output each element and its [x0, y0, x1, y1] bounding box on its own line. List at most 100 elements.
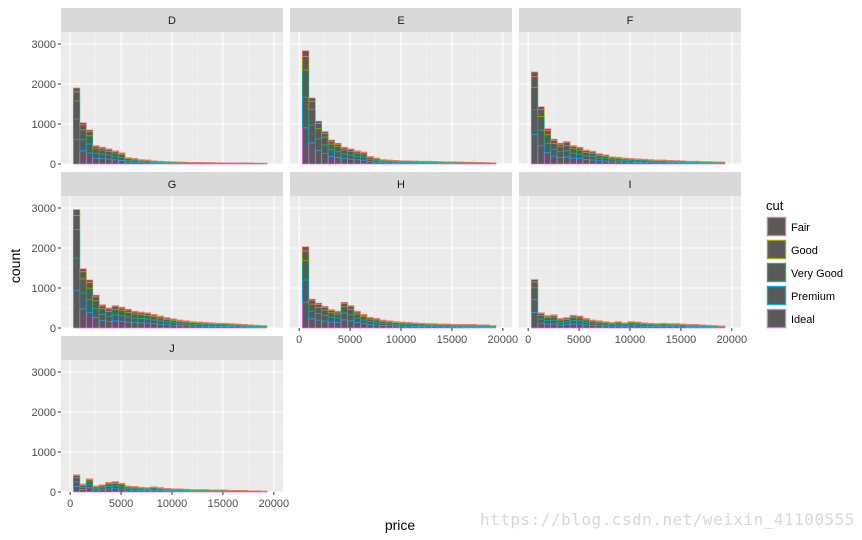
watermark-text: https://blog.csdn.net/weixin_41100555 [480, 510, 855, 529]
histogram-bar-fair [92, 294, 100, 298]
histogram-bar-premium [543, 142, 552, 154]
histogram-bar-ideal [537, 145, 545, 165]
histogram-bar-fair [314, 120, 323, 124]
histogram-bar-ideal [124, 321, 132, 329]
histogram-bar-premium [105, 315, 113, 322]
histogram-bar-fair [543, 128, 552, 131]
histogram-bar-fair [353, 150, 361, 152]
histogram-bar-ideal [314, 149, 323, 165]
histogram-bar-ideal [531, 134, 539, 165]
histogram-bar-good [308, 100, 316, 110]
histogram-bar-ideal [595, 160, 603, 165]
histogram-bar-fair [98, 304, 106, 307]
histogram-bar-fair [531, 71, 539, 77]
histogram-bar-good [327, 140, 335, 145]
facet-strip-label: G [168, 179, 177, 191]
histogram-bar-fair [143, 312, 152, 314]
y-tick-label: 2000 [32, 243, 56, 255]
histogram-bar-good [531, 76, 539, 88]
histogram-bar-fair [302, 50, 310, 57]
histogram-bar-premium [340, 153, 348, 159]
histogram-bar-ideal [366, 324, 374, 329]
histogram-bar-fair [556, 142, 564, 145]
histogram-bar-ideal [118, 160, 126, 165]
histogram-bar-ideal [92, 157, 100, 165]
histogram-bar-ideal [150, 323, 158, 329]
histogram-bar-ideal [156, 323, 164, 329]
histogram-bar-premium [531, 299, 539, 313]
histogram-bar-ideal [308, 142, 316, 165]
histogram-bar-very-good [531, 87, 539, 111]
y-tick-label: 0 [50, 487, 56, 499]
histogram-bar-good [79, 271, 87, 280]
histogram-bar-very-good [98, 149, 106, 155]
histogram-bar-good [73, 91, 81, 102]
histogram-bar-premium [105, 154, 113, 160]
facet-strip-label: J [169, 343, 175, 355]
histogram-bar-fair [92, 145, 100, 147]
histogram-bar-fair [321, 306, 329, 308]
histogram-bar-premium [543, 320, 552, 325]
histogram-bar-ideal [118, 320, 126, 329]
histogram-bar-premium [85, 483, 94, 489]
facet-strip [519, 8, 741, 32]
histogram-bar-ideal [550, 155, 558, 165]
histogram-bar-ideal [582, 324, 590, 329]
histogram-bar-premium [156, 320, 164, 325]
histogram-bar-premium [334, 151, 342, 158]
histogram-bar-ideal [582, 159, 590, 165]
histogram-bar-ideal [601, 160, 610, 165]
histogram-bar-very-good [111, 152, 119, 157]
histogram-bar-ideal [314, 319, 323, 329]
histogram-bar-very-good [98, 308, 106, 315]
histogram-bar-ideal [79, 150, 87, 165]
histogram-bar-good [334, 143, 342, 148]
histogram-bar-fair [105, 148, 113, 150]
y-axis-title: count [7, 249, 23, 283]
histogram-bar-premium [92, 308, 100, 318]
histogram-bar-fair [595, 153, 603, 155]
histogram-bar-very-good [347, 309, 355, 316]
histogram-bar-very-good [353, 313, 361, 319]
histogram-bar-very-good [105, 151, 113, 156]
x-tick-label: 0 [67, 498, 73, 510]
y-tick-label: 1000 [32, 119, 56, 131]
histogram-bar-premium [372, 321, 381, 326]
facet-panel-f: F [519, 8, 741, 165]
histogram-bar-very-good [340, 149, 348, 155]
histogram-bar-very-good [347, 151, 355, 156]
histogram-bar-very-good [111, 309, 119, 316]
histogram-bar-good [302, 56, 310, 71]
histogram-bar-good [92, 296, 100, 302]
histogram-bar-ideal [118, 488, 126, 493]
y-tick-label: 3000 [32, 203, 56, 215]
histogram-bar-ideal [340, 158, 348, 165]
histogram-bar-very-good [576, 149, 584, 155]
histogram-bar-premium [347, 154, 355, 160]
histogram-bar-good [105, 308, 113, 312]
histogram-bar-good [537, 109, 545, 117]
x-tick-label: 10000 [157, 498, 188, 510]
histogram-bar-fair [563, 317, 571, 319]
y-tick-label: 0 [50, 159, 56, 171]
histogram-bar-premium [334, 317, 342, 323]
histogram-bar-fair [150, 314, 158, 316]
histogram-bar-fair [327, 139, 335, 142]
histogram-bar-premium [98, 153, 106, 159]
histogram-bar-good [85, 131, 94, 137]
facet-strip [61, 8, 283, 32]
histogram-bar-ideal [334, 156, 342, 165]
histogram-bar-ideal [327, 155, 335, 165]
histogram-bar-ideal [543, 152, 552, 165]
histogram-bar-fair [118, 152, 126, 154]
histogram-bar-very-good [314, 307, 323, 314]
histogram-bar-very-good [150, 316, 158, 321]
histogram-bar-premium [531, 109, 539, 135]
x-tick-label: 15000 [437, 334, 468, 346]
facet-strip-label: H [397, 179, 405, 191]
histogram-bar-premium [601, 158, 610, 162]
histogram-bar-fair [334, 142, 342, 145]
legend-key-premium [766, 285, 787, 306]
histogram-bar-premium [537, 318, 545, 324]
histogram-bar-premium [589, 156, 597, 161]
